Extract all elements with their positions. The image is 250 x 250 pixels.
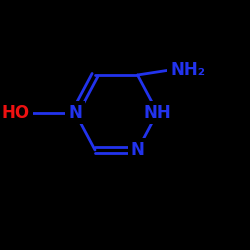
Text: N: N: [130, 141, 144, 159]
Text: N: N: [68, 104, 82, 122]
Text: NH: NH: [144, 104, 172, 122]
Text: NH₂: NH₂: [170, 61, 205, 79]
Text: HO: HO: [2, 104, 30, 122]
